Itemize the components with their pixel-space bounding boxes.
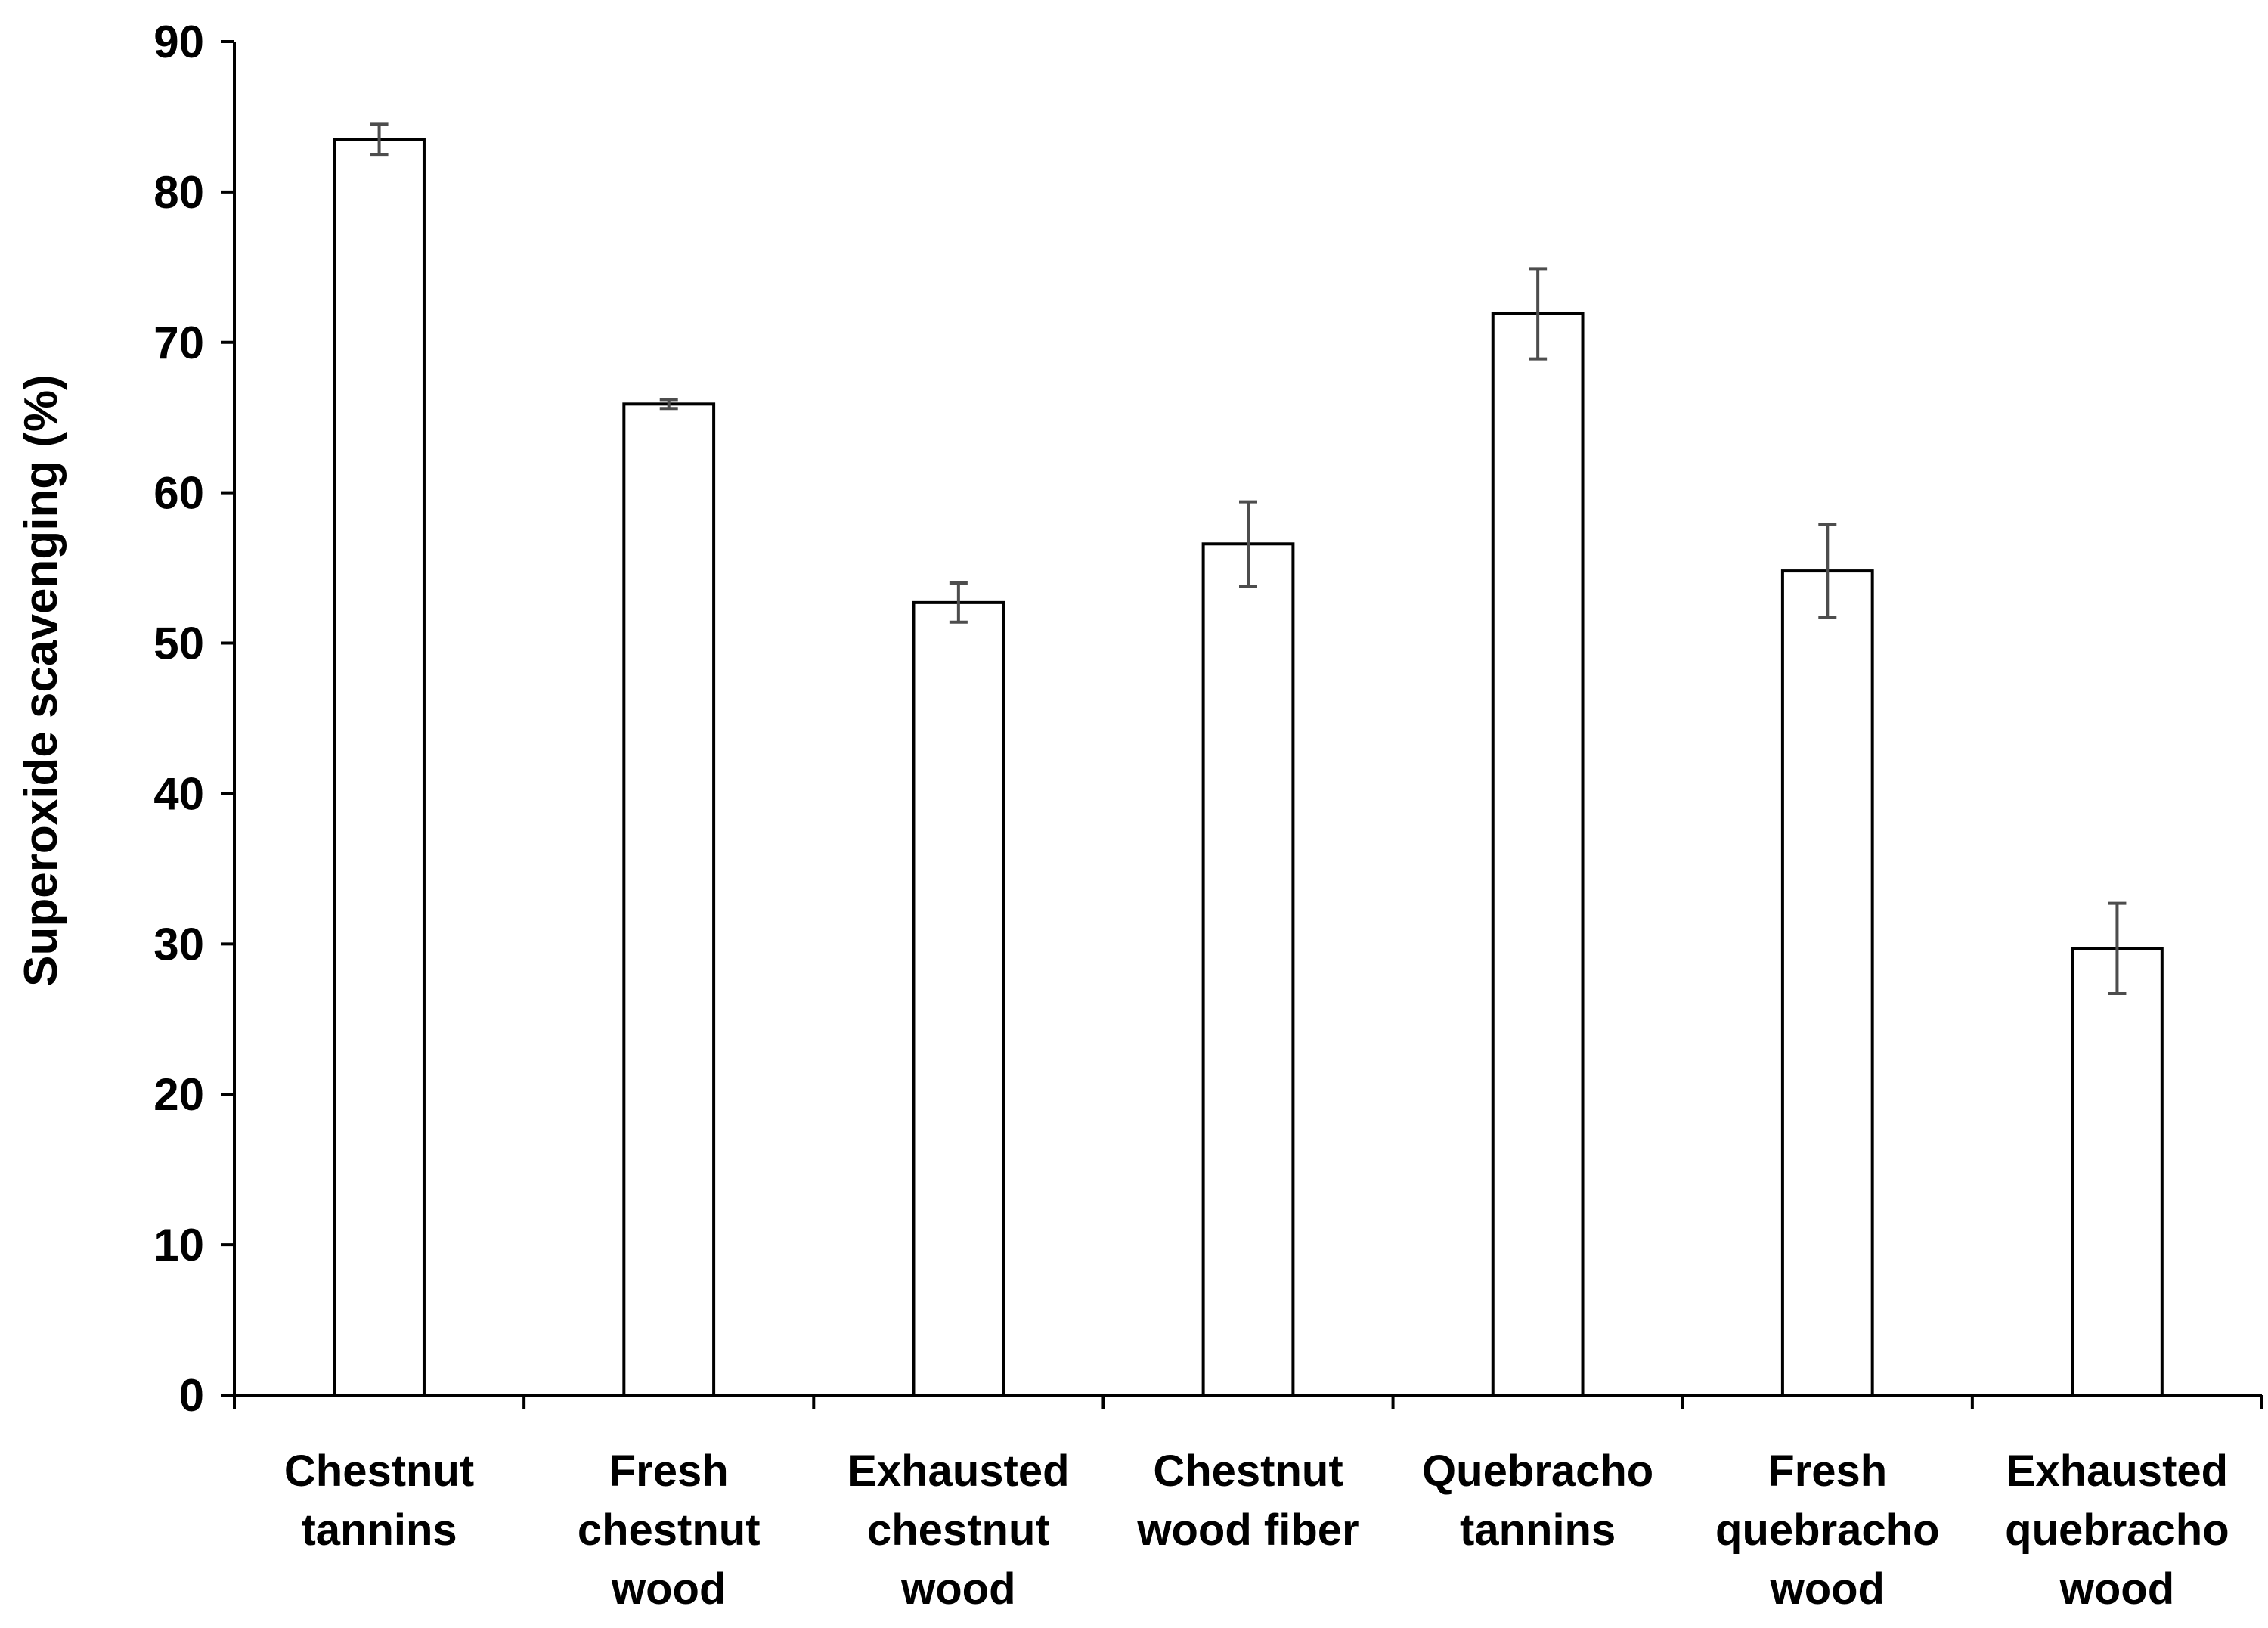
x-tick-label-line: Chestnut xyxy=(1153,1447,1343,1496)
bar-2 xyxy=(912,600,1005,1397)
x-tick-label-line: wood fiber xyxy=(1136,1506,1359,1555)
bar-1 xyxy=(622,402,716,1397)
x-tick-label-3: Chestnut wood fiber xyxy=(1136,1447,1359,1555)
bar-0 xyxy=(333,138,426,1397)
bar-5 xyxy=(1780,569,1874,1397)
x-tick-label-line: wood xyxy=(900,1564,1015,1614)
bar-3 xyxy=(1201,542,1295,1397)
x-tick-label-6: Exhausted quebracho wood xyxy=(2005,1447,2229,1614)
x-tick-label-line: chestnut xyxy=(578,1506,761,1555)
bars-layer xyxy=(333,138,2164,1397)
x-tick-label-line: quebracho xyxy=(1715,1506,1940,1555)
x-tick-label-line: Quebracho xyxy=(1422,1447,1653,1496)
x-tick-label-line: tannins xyxy=(301,1506,457,1555)
x-tick-label-2: Exhausted chestnut wood xyxy=(847,1447,1069,1614)
y-axis-label: Superoxide scavenging (%) xyxy=(15,374,67,987)
y-tick-label-1: 10 xyxy=(153,1220,204,1270)
x-tick-label-line: Fresh xyxy=(1768,1447,1887,1496)
x-tick-label-line: Fresh xyxy=(609,1447,729,1496)
y-tick-labels: 0 10 20 30 40 50 60 70 80 90 xyxy=(153,17,204,1421)
x-tick-label-line: Chestnut xyxy=(284,1447,474,1496)
x-tick-label-line: Exhausted xyxy=(2006,1447,2228,1496)
x-tick-label-line: quebracho xyxy=(2005,1506,2229,1555)
y-tick-label-5: 50 xyxy=(153,619,204,669)
bar-6 xyxy=(2071,947,2164,1397)
x-tick-label-1: Fresh chestnut wood xyxy=(578,1447,761,1614)
x-tick-label-line: wood xyxy=(1770,1564,1885,1614)
y-tick-label-2: 20 xyxy=(153,1069,204,1120)
x-tick-label-4: Quebracho tannins xyxy=(1422,1447,1653,1555)
x-tick-label-5: Fresh quebracho wood xyxy=(1715,1447,1940,1614)
error-bars-layer xyxy=(370,122,2127,995)
y-tick-label-6: 60 xyxy=(153,468,204,519)
x-tick-label-line: wood xyxy=(2059,1564,2174,1614)
y-tick-label-0: 0 xyxy=(179,1370,204,1421)
x-tick-label-line: tannins xyxy=(1460,1506,1616,1555)
x-tick-label-0: Chestnut tannins xyxy=(284,1447,474,1555)
x-tick-label-line: chestnut xyxy=(867,1506,1050,1555)
y-tick-label-9: 90 xyxy=(153,17,204,67)
y-tick-label-8: 80 xyxy=(153,167,204,218)
x-tick-label-line: Exhausted xyxy=(847,1447,1069,1496)
y-tick-label-4: 40 xyxy=(153,768,204,819)
y-tick-label-7: 70 xyxy=(153,318,204,368)
bar-4 xyxy=(1491,312,1585,1397)
axes-layer xyxy=(221,40,2263,1409)
x-tick-label-line: wood xyxy=(611,1564,726,1614)
y-tick-label-3: 30 xyxy=(153,919,204,969)
